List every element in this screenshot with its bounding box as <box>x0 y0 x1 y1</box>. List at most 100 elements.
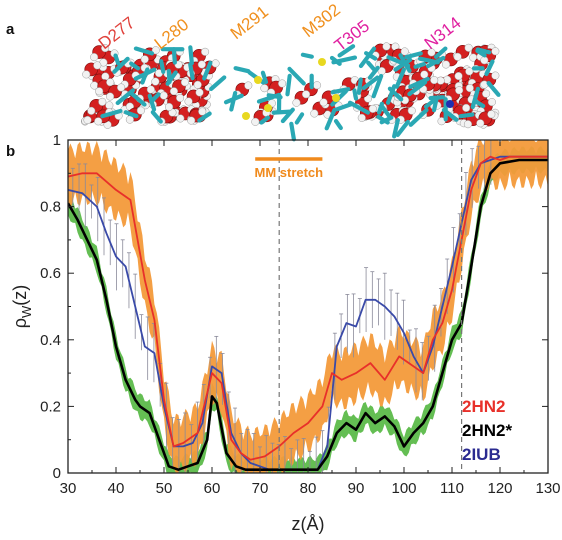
plot-area: 30 40 50 60 70 80 90 100 110 120 130 0 0.2 0.4 0.6 0.8 1… <box>10 132 561 534</box>
side-chain-stick <box>361 75 380 91</box>
sulfur-atom <box>242 112 250 120</box>
side-chain-stick <box>392 117 400 139</box>
side-chain-stick <box>364 51 378 61</box>
side-chain-stick <box>113 53 121 66</box>
molecule-image <box>80 42 501 142</box>
side-chain-stick <box>294 112 305 125</box>
x-tick-label: 90 <box>348 480 365 497</box>
sulfur-atom <box>264 104 272 112</box>
y-tick-label: 0.8 <box>40 199 61 216</box>
side-chain-stick <box>393 57 413 72</box>
water-molecule <box>339 76 359 94</box>
side-chain-stick <box>428 95 445 101</box>
side-chain-stick <box>385 84 397 105</box>
legend-entry: 2HN2* <box>462 421 512 440</box>
side-chain-stick <box>223 93 244 105</box>
side-chain-stick <box>171 47 177 65</box>
mm-stretch-label: MM stretch <box>254 165 323 180</box>
side-chain-stick <box>475 48 487 58</box>
side-chain-stick <box>379 115 394 125</box>
side-chain-stick <box>425 55 446 69</box>
side-chain-stick <box>407 80 428 97</box>
residue-label: M291 <box>227 2 272 43</box>
nitrogen-atom <box>446 100 454 108</box>
side-chain-stick <box>431 97 439 113</box>
side-chain-stick <box>423 99 435 109</box>
side-chain-stick <box>129 61 141 71</box>
side-chain-stick <box>287 66 306 86</box>
side-chain-stick <box>233 66 251 74</box>
side-chain-stick <box>150 110 163 124</box>
y-tick-label: 1 <box>53 132 61 149</box>
side-chain-stick <box>404 51 423 60</box>
legend-entry: 2HN2 <box>462 397 505 416</box>
x-tick-label: 100 <box>391 480 416 497</box>
x-tick-label: 120 <box>487 480 512 497</box>
side-chain-stick <box>331 55 358 65</box>
x-tick-label: 30 <box>60 480 77 497</box>
side-chain-stick <box>289 121 296 142</box>
side-chain-stick <box>140 67 150 85</box>
side-chain-stick <box>324 107 337 131</box>
water-molecule <box>106 83 126 101</box>
water-molecule <box>169 78 189 96</box>
residue-label: D277 <box>95 13 139 53</box>
side-chain-stick <box>271 109 293 115</box>
water-molecule <box>90 44 110 62</box>
series-line-2hn2 <box>68 155 548 461</box>
side-chain-stick <box>486 81 501 97</box>
x-tick-label: 50 <box>156 480 173 497</box>
side-chain-stick <box>188 62 195 81</box>
side-chain-stick <box>197 111 212 123</box>
side-chain-stick <box>259 115 270 125</box>
panel-b-label: b <box>6 143 15 160</box>
water-molecule <box>301 81 322 99</box>
side-chain-stick <box>413 62 426 69</box>
side-chain-stick <box>100 108 123 119</box>
legend-entry: 2IUB <box>462 445 501 464</box>
error-band-2hn2 <box>68 140 548 473</box>
y-tick-label: 0.2 <box>40 398 61 415</box>
side-chain-stick <box>209 75 227 92</box>
side-chain-stick <box>115 88 136 106</box>
side-chain-stick <box>130 91 147 107</box>
x-axis-title: z(Å) <box>292 514 325 534</box>
water-molecule <box>476 110 496 128</box>
y-tick-label: 0.4 <box>40 332 61 349</box>
sulfur-atom <box>254 76 262 84</box>
water-molecule <box>165 93 185 112</box>
side-chain-stick <box>285 73 292 97</box>
side-chain-stick <box>352 88 359 101</box>
side-chain-stick <box>123 110 139 119</box>
side-chain-stick <box>484 59 495 77</box>
x-tick-label: 70 <box>252 480 269 497</box>
side-chain-stick <box>358 46 377 69</box>
water-molecule <box>87 97 107 115</box>
side-chain-stick <box>165 70 178 86</box>
y-axis-title: ρW(z) <box>10 285 34 329</box>
x-tick-label: 60 <box>204 480 221 497</box>
side-chain-stick <box>380 104 392 119</box>
side-chain-stick <box>408 107 429 127</box>
side-chain-stick <box>333 118 343 131</box>
water-molecule <box>480 71 500 89</box>
water-molecule <box>453 43 473 61</box>
water-molecule <box>95 78 115 96</box>
water-molecule <box>82 61 102 79</box>
side-chain-stick <box>434 46 448 59</box>
x-tick-label: 130 <box>535 480 560 497</box>
x-tick-label: 110 <box>440 480 464 497</box>
water-molecule <box>184 88 204 106</box>
sulfur-atom <box>332 94 340 102</box>
side-chain-stick <box>149 92 161 103</box>
panel-a-label: a <box>6 21 15 38</box>
side-chain-stick <box>300 52 314 59</box>
x-tick-label: 40 <box>108 480 125 497</box>
side-chain-stick <box>394 67 406 89</box>
y-tick-label: 0 <box>53 465 61 482</box>
side-chain-stick <box>133 46 155 56</box>
sulfur-atom <box>318 58 326 66</box>
side-chain-stick <box>337 44 356 58</box>
side-chain-stick <box>159 59 166 74</box>
